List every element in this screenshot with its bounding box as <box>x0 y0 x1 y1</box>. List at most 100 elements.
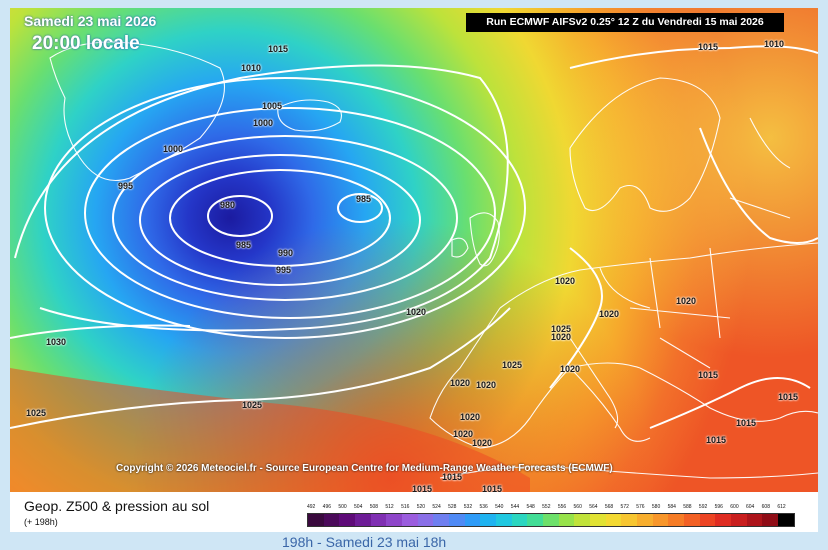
scale-label: 564 <box>589 504 598 510</box>
scale-swatch <box>543 514 559 526</box>
scale-label: 516 <box>401 504 410 510</box>
weather-map: 1015 1010 1005 1000 1000 995 980 985 985… <box>10 8 818 492</box>
scale-label: 572 <box>620 504 629 510</box>
scale-swatch <box>464 514 481 526</box>
isobar-label: 1020 <box>450 378 471 388</box>
scale-swatch <box>605 514 622 526</box>
isobar-label: 1030 <box>46 337 67 347</box>
scale-label: 500 <box>338 504 347 510</box>
isobar-label: 1020 <box>555 276 576 286</box>
isobar-label: 1015 <box>698 42 719 52</box>
isobar-label: 1015 <box>482 484 503 492</box>
isobar-label: 985 <box>236 240 252 250</box>
scale-swatch <box>308 514 324 526</box>
scale-swatch <box>762 514 779 526</box>
scale-swatch <box>402 514 418 526</box>
scale-label: 580 <box>651 504 661 510</box>
isobar-label: 1025 <box>551 324 572 334</box>
scale-label: 556 <box>557 504 567 510</box>
isobar-label: 1010 <box>764 39 785 49</box>
scale-label: 536 <box>479 504 488 510</box>
scale-label: 604 <box>745 504 755 510</box>
scale-swatch <box>511 514 528 526</box>
isobar-label: 1015 <box>442 472 463 482</box>
scale-swatch <box>699 514 716 526</box>
scale-label: 524 <box>432 504 441 510</box>
forecast-step-caption: 198h - Samedi 23 mai 18h <box>282 534 447 550</box>
scale-label: 568 <box>604 504 614 510</box>
scale-label: 520 <box>416 504 426 510</box>
forecast-date-title: Samedi 23 mai 2026 <box>24 13 157 29</box>
isobar-label: 1025 <box>242 400 263 410</box>
scale-label: 592 <box>698 504 708 510</box>
scale-label: 504 <box>354 504 363 510</box>
isobar-label: 1020 <box>406 307 427 317</box>
scale-label: 540 <box>495 504 504 510</box>
isobar-label: 1000 <box>253 118 274 128</box>
scale-swatch <box>386 514 403 526</box>
scale-swatch <box>668 514 685 526</box>
scale-swatch <box>746 514 763 526</box>
color-scale-labels: 492 496 500 504 508 512 516 520 524 528 532 536 540 5… <box>307 504 793 512</box>
isobar-label: 990 <box>278 248 294 258</box>
scale-label: 576 <box>636 504 645 510</box>
scale-label: 492 <box>307 504 316 510</box>
scale-swatch <box>417 514 434 526</box>
scale-swatch <box>323 514 340 526</box>
scale-label: 512 <box>385 504 394 510</box>
scale-swatch <box>449 514 465 526</box>
isobar-label: 1015 <box>698 370 719 380</box>
isobar-label: 995 <box>276 265 292 275</box>
isobar-label: 1015 <box>706 435 727 445</box>
scale-swatch <box>527 514 544 526</box>
isobar-label: 985 <box>356 194 372 204</box>
isobar-label: 1010 <box>241 63 262 73</box>
isobar-label: 1020 <box>676 296 697 306</box>
isobar-label: 1015 <box>412 484 433 492</box>
scale-swatch <box>496 514 512 526</box>
scale-label: 588 <box>683 504 692 510</box>
scale-label: 560 <box>573 504 582 510</box>
legend-subtitle: (+ 198h) <box>24 517 58 527</box>
scale-swatch <box>637 514 653 526</box>
scale-label: 508 <box>369 504 379 510</box>
scale-label: 600 <box>730 504 739 510</box>
model-run-info: Run ECMWF AIFSv2 0.25° 12 Z du Vendredi … <box>466 13 784 32</box>
isobar-label: 1020 <box>476 380 497 390</box>
scale-swatch <box>480 514 497 526</box>
isobar-label: 1025 <box>502 360 523 370</box>
isobar-label: 1005 <box>262 101 283 111</box>
scale-swatch <box>558 514 575 526</box>
scale-label: 548 <box>526 504 535 510</box>
scale-label: 584 <box>667 504 676 510</box>
copyright-text: Copyright © 2026 Meteociel.fr - Source E… <box>116 463 613 474</box>
scale-label: 596 <box>714 504 723 510</box>
isobar-label: 1015 <box>736 418 757 428</box>
color-scale-bar <box>307 513 795 527</box>
map-graphic <box>10 8 818 492</box>
isobar-label: 1020 <box>599 309 620 319</box>
isobar-label: 1020 <box>551 332 572 342</box>
scale-swatch <box>355 514 371 526</box>
isobar-label: 1020 <box>460 412 481 422</box>
isobar-label: 1000 <box>163 144 184 154</box>
scale-swatch <box>621 514 638 526</box>
isobar-label: 1020 <box>472 438 493 448</box>
legend-title: Geop. Z500 & pression au sol <box>24 498 210 514</box>
scale-label: 612 <box>777 504 786 510</box>
scale-swatch <box>574 514 591 526</box>
scale-swatch <box>731 514 747 526</box>
scale-swatch <box>433 514 450 526</box>
scale-label: 496 <box>322 504 332 510</box>
scale-swatch <box>339 514 356 526</box>
scale-swatch <box>370 514 387 526</box>
scale-label: 552 <box>542 504 551 510</box>
scale-label: 528 <box>448 504 457 510</box>
scale-swatch <box>652 514 669 526</box>
scale-swatch <box>590 514 606 526</box>
scale-label: 544 <box>510 504 520 510</box>
isobar-label: 1020 <box>453 429 474 439</box>
isobar-label: 995 <box>118 181 134 191</box>
isobar-label: 1020 <box>560 364 581 374</box>
isobar-label: 980 <box>220 200 236 210</box>
